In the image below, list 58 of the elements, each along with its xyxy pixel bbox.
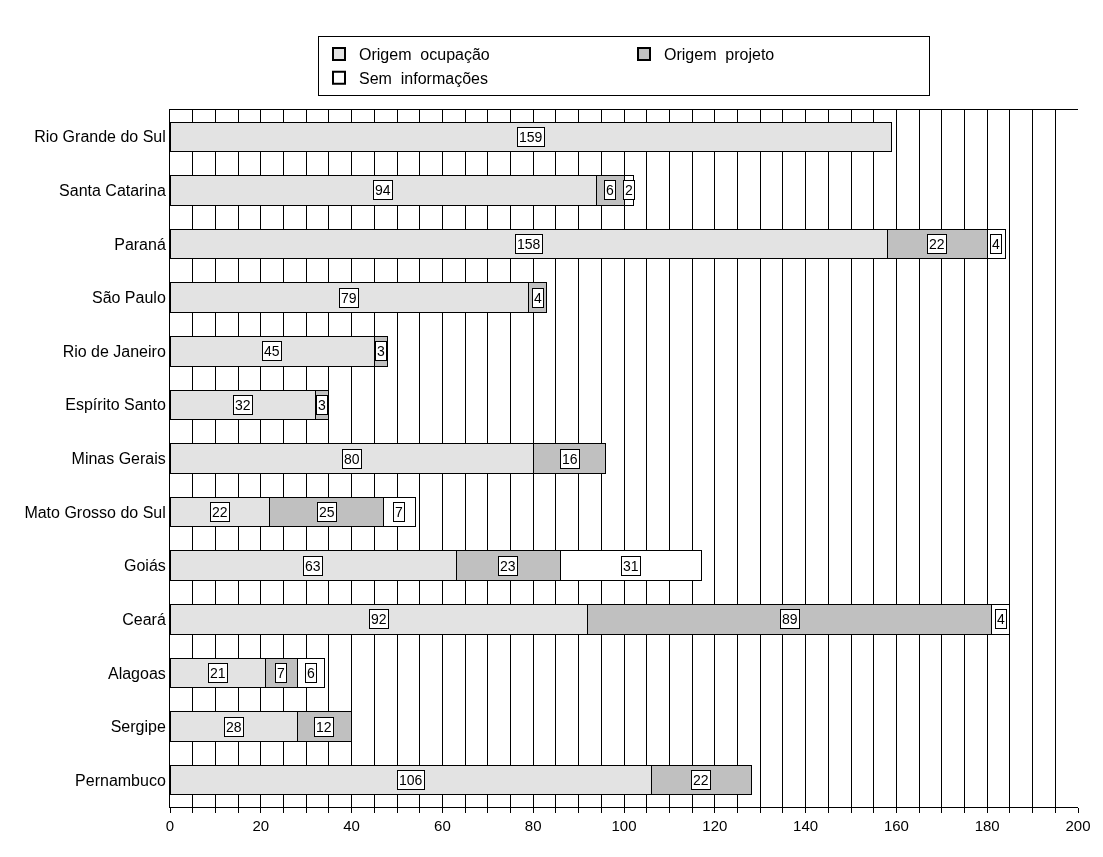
legend-label: Origem projeto: [664, 46, 775, 64]
data-label: 158: [517, 236, 541, 252]
legend-label: Origem ocupação: [359, 46, 490, 64]
x-tick-label: 140: [793, 817, 819, 834]
data-label: 6: [606, 182, 614, 198]
data-label: 7: [395, 504, 403, 520]
data-label: 3: [377, 343, 385, 359]
y-tick-label: Minas Gerais: [71, 450, 166, 468]
y-tick-label: Paraná: [114, 235, 166, 253]
x-tick-label: 80: [524, 817, 542, 834]
x-tick-label: 180: [974, 817, 1000, 834]
legend-label: Sem informações: [359, 70, 488, 87]
data-label: 79: [341, 290, 357, 306]
y-tick-label: Rio de Janeiro: [62, 342, 166, 360]
data-label: 31: [623, 558, 639, 574]
y-tick-label: São Paulo: [91, 289, 166, 307]
data-label: 4: [997, 611, 1005, 627]
y-tick-label: Ceará: [122, 610, 166, 628]
data-label: 25: [319, 504, 335, 520]
y-tick-label: Mato Grosso do Sul: [24, 503, 166, 521]
data-label: 159: [519, 129, 543, 145]
y-tick-label: Santa Catarina: [59, 182, 166, 200]
y-tick-label: Alagoas: [107, 664, 166, 682]
data-label: 16: [562, 451, 578, 467]
data-label: 6: [307, 665, 315, 681]
y-tick-label: Espírito Santo: [65, 396, 166, 414]
data-label: 22: [212, 504, 228, 520]
y-tick-label: Sergipe: [110, 718, 166, 736]
y-tick-label: Goiás: [124, 557, 166, 575]
x-tick-label: 0: [165, 817, 175, 834]
data-label: 94: [375, 182, 391, 198]
data-label: 45: [264, 343, 280, 359]
data-label: 63: [305, 558, 321, 574]
data-label: 7: [277, 665, 285, 681]
data-label: 22: [929, 236, 945, 252]
data-label: 21: [210, 665, 226, 681]
x-tick-label: 40: [343, 817, 360, 834]
data-label: 80: [344, 451, 360, 467]
x-tick-label: 60: [434, 817, 451, 834]
x-tick-label: 160: [883, 817, 909, 834]
data-label: 12: [316, 719, 332, 735]
x-tick-label: 120: [702, 817, 728, 834]
data-label: 4: [992, 236, 1000, 252]
data-label: 89: [782, 611, 798, 627]
data-label: 32: [235, 397, 251, 413]
data-label: 106: [399, 772, 423, 788]
data-label: 3: [318, 397, 326, 413]
data-label: 2: [625, 182, 633, 198]
data-label: 92: [371, 611, 387, 627]
data-label: 23: [500, 558, 516, 574]
x-tick-label: 100: [611, 817, 637, 834]
data-label: 28: [226, 719, 242, 735]
data-label: 4: [534, 290, 542, 306]
data-label: 22: [693, 772, 709, 788]
y-tick-label: Pernambuco: [75, 771, 166, 789]
x-tick-label: 200: [1065, 817, 1091, 834]
x-tick-label: 20: [252, 817, 270, 834]
y-tick-label: Rio Grande do Sul: [34, 128, 166, 146]
